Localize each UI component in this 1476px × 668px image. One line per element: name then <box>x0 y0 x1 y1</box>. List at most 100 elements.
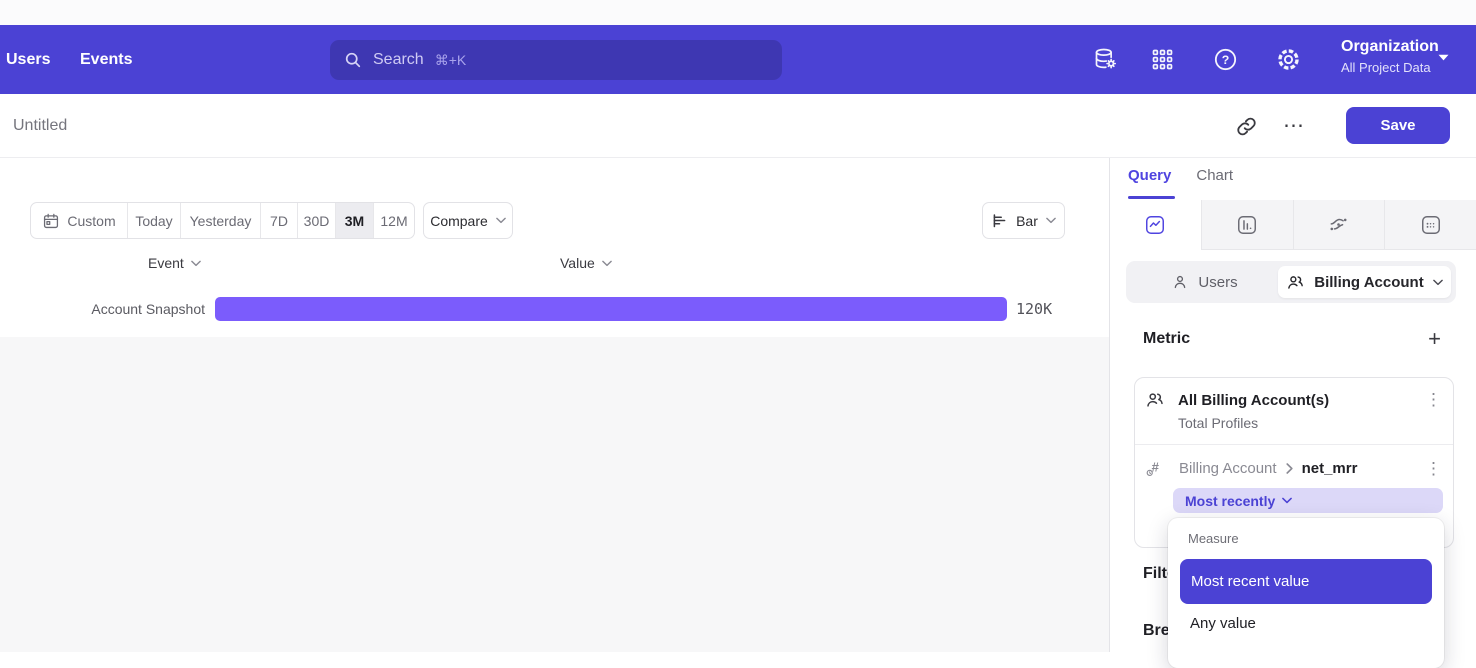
chevron-down-icon <box>190 260 201 267</box>
bar-chart-icon <box>1236 214 1258 236</box>
people-icon <box>1145 390 1165 410</box>
tab-query[interactable]: Query <box>1128 167 1172 184</box>
range-yesterday-label: Yesterday <box>189 212 252 229</box>
chevron-down-icon <box>601 260 612 267</box>
value-header-label: Value <box>560 255 595 271</box>
nav-link-users-label: Users <box>6 50 51 68</box>
flows-icon <box>1327 213 1350 236</box>
date-range-group: Custom Today Yesterday 7D 30D 3M 12M <box>30 202 415 239</box>
nav-link-events-label: Events <box>80 50 133 68</box>
metric-section-header: Metric + <box>1143 326 1441 351</box>
toggle-billing-account[interactable]: Billing Account <box>1278 266 1451 298</box>
bar-category-label: Account Snapshot <box>91 301 205 317</box>
metric-card-divider <box>1135 444 1453 445</box>
numeric-property-icon: # <box>1145 458 1166 479</box>
tab-chart[interactable]: Chart <box>1196 167 1234 184</box>
dropdown-option-label: Any value <box>1190 615 1256 632</box>
canvas-background <box>0 337 1109 652</box>
svg-text:?: ? <box>1222 53 1230 67</box>
toggle-billing-account-label: Billing Account <box>1314 273 1424 291</box>
nav-link-users[interactable]: Users <box>6 25 50 94</box>
chart-type-button[interactable]: Bar <box>982 202 1065 239</box>
retention-icon <box>1420 214 1442 236</box>
report-header-bar: Untitled ⋯ Save <box>0 94 1476 158</box>
flows-tab[interactable] <box>1292 200 1385 250</box>
property-metric-row[interactable]: # Billing Account net_mrr ⋮ <box>1135 445 1453 479</box>
top-strip <box>0 0 1476 25</box>
aggregation-selector[interactable]: Most recently <box>1173 488 1443 513</box>
bar-track <box>215 297 1007 321</box>
dropdown-option-most-recent-value[interactable]: Most recent value <box>1180 559 1432 604</box>
range-custom[interactable]: Custom <box>31 203 128 238</box>
add-metric-button[interactable]: + <box>1428 326 1441 351</box>
save-button-label: Save <box>1380 117 1416 134</box>
org-project: All Project Data <box>1341 60 1431 75</box>
report-title[interactable]: Untitled <box>13 117 68 134</box>
profile-metric-title: All Billing Account(s) <box>1178 391 1330 409</box>
range-30d-label: 30D <box>303 212 330 229</box>
entity-toggle: Users Billing Account <box>1126 261 1456 303</box>
toggle-users-label: Users <box>1198 273 1238 291</box>
value-column-header[interactable]: Value <box>560 255 612 271</box>
org-switcher[interactable]: Organization All Project Data <box>1341 37 1439 76</box>
people-icon <box>1286 273 1305 292</box>
compare-button[interactable]: Compare <box>423 202 513 239</box>
apps-grid-icon[interactable] <box>1149 46 1176 73</box>
save-button[interactable]: Save <box>1346 107 1450 144</box>
range-7d-label: 7D <box>270 212 288 229</box>
chevron-down-icon <box>1046 217 1056 224</box>
aggregation-label: Most recently <box>1185 492 1276 509</box>
range-3m-active[interactable]: 3M <box>336 203 374 238</box>
property-name-label: net_mrr <box>1301 460 1358 477</box>
kebab-menu-icon[interactable]: ⋮ <box>1425 390 1442 409</box>
search-shortcut: ⌘+K <box>434 51 467 68</box>
range-3m-label: 3M <box>344 212 365 229</box>
org-caret-icon[interactable] <box>1438 54 1449 61</box>
navbar: Users Events Search ⌘+K <box>0 25 1476 94</box>
profile-metric-subtitle: Total Profiles <box>1178 415 1259 431</box>
funnels-tab[interactable] <box>1200 200 1293 250</box>
more-options-icon[interactable]: ⋯ <box>1283 114 1305 137</box>
kebab-menu-icon[interactable]: ⋮ <box>1425 458 1442 478</box>
range-7d[interactable]: 7D <box>261 203 298 238</box>
dropdown-group-label: Measure <box>1188 531 1239 546</box>
retention-tab[interactable] <box>1384 200 1476 250</box>
toggle-users[interactable]: Users <box>1131 266 1278 298</box>
chevron-right-icon <box>1285 463 1293 474</box>
profile-metric-row[interactable]: All Billing Account(s) ⋮ <box>1135 378 1453 410</box>
insights-tab[interactable] <box>1110 200 1201 250</box>
dropdown-option-label: Most recent value <box>1191 573 1310 590</box>
dropdown-option-any-value[interactable]: Any value <box>1190 615 1444 632</box>
svg-text:#: # <box>1152 460 1160 475</box>
org-name: Organization <box>1341 38 1439 55</box>
person-icon <box>1171 273 1189 291</box>
range-12m-label: 12M <box>380 212 408 229</box>
calendar-icon <box>42 212 60 230</box>
report-type-tabs <box>1110 200 1476 250</box>
event-header-label: Event <box>148 255 184 271</box>
chevron-down-icon <box>1282 497 1293 504</box>
settings-gear-icon[interactable] <box>1275 46 1302 73</box>
help-icon[interactable]: ? <box>1212 46 1239 73</box>
chevron-down-icon <box>1432 279 1443 286</box>
search-input[interactable]: Search ⌘+K <box>330 40 782 80</box>
range-custom-label: Custom <box>67 212 116 229</box>
metric-section-title: Metric <box>1143 330 1191 347</box>
nav-link-events[interactable]: Events <box>80 25 132 94</box>
range-today-label: Today <box>135 212 173 229</box>
range-yesterday[interactable]: Yesterday <box>181 203 261 238</box>
chart-type-label: Bar <box>1016 212 1038 229</box>
range-today[interactable]: Today <box>128 203 181 238</box>
tab-query-underline <box>1128 196 1175 199</box>
event-column-header[interactable]: Event <box>148 255 201 271</box>
search-placeholder: Search <box>373 51 424 68</box>
compare-label: Compare <box>430 212 488 229</box>
copy-link-icon[interactable] <box>1233 113 1259 139</box>
bar-account-snapshot[interactable] <box>215 297 1007 321</box>
range-12m[interactable]: 12M <box>374 203 414 238</box>
measure-dropdown: Measure Most recent value Any value <box>1168 518 1444 668</box>
range-30d[interactable]: 30D <box>298 203 336 238</box>
bar-value-label: 120K <box>1016 300 1053 318</box>
data-management-icon[interactable] <box>1092 46 1119 73</box>
search-icon <box>344 51 362 69</box>
